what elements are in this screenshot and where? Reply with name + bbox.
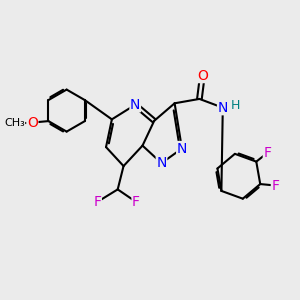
- Text: F: F: [132, 195, 140, 209]
- Text: N: N: [130, 98, 140, 112]
- Text: N: N: [156, 156, 167, 170]
- Text: F: F: [93, 195, 101, 209]
- Text: O: O: [197, 69, 208, 82]
- Text: CH₃: CH₃: [4, 118, 25, 128]
- Text: F: F: [272, 178, 279, 193]
- Text: O: O: [27, 116, 38, 130]
- Text: N: N: [218, 101, 228, 115]
- Text: N: N: [177, 142, 187, 155]
- Text: H: H: [231, 99, 241, 112]
- Text: F: F: [263, 146, 272, 160]
